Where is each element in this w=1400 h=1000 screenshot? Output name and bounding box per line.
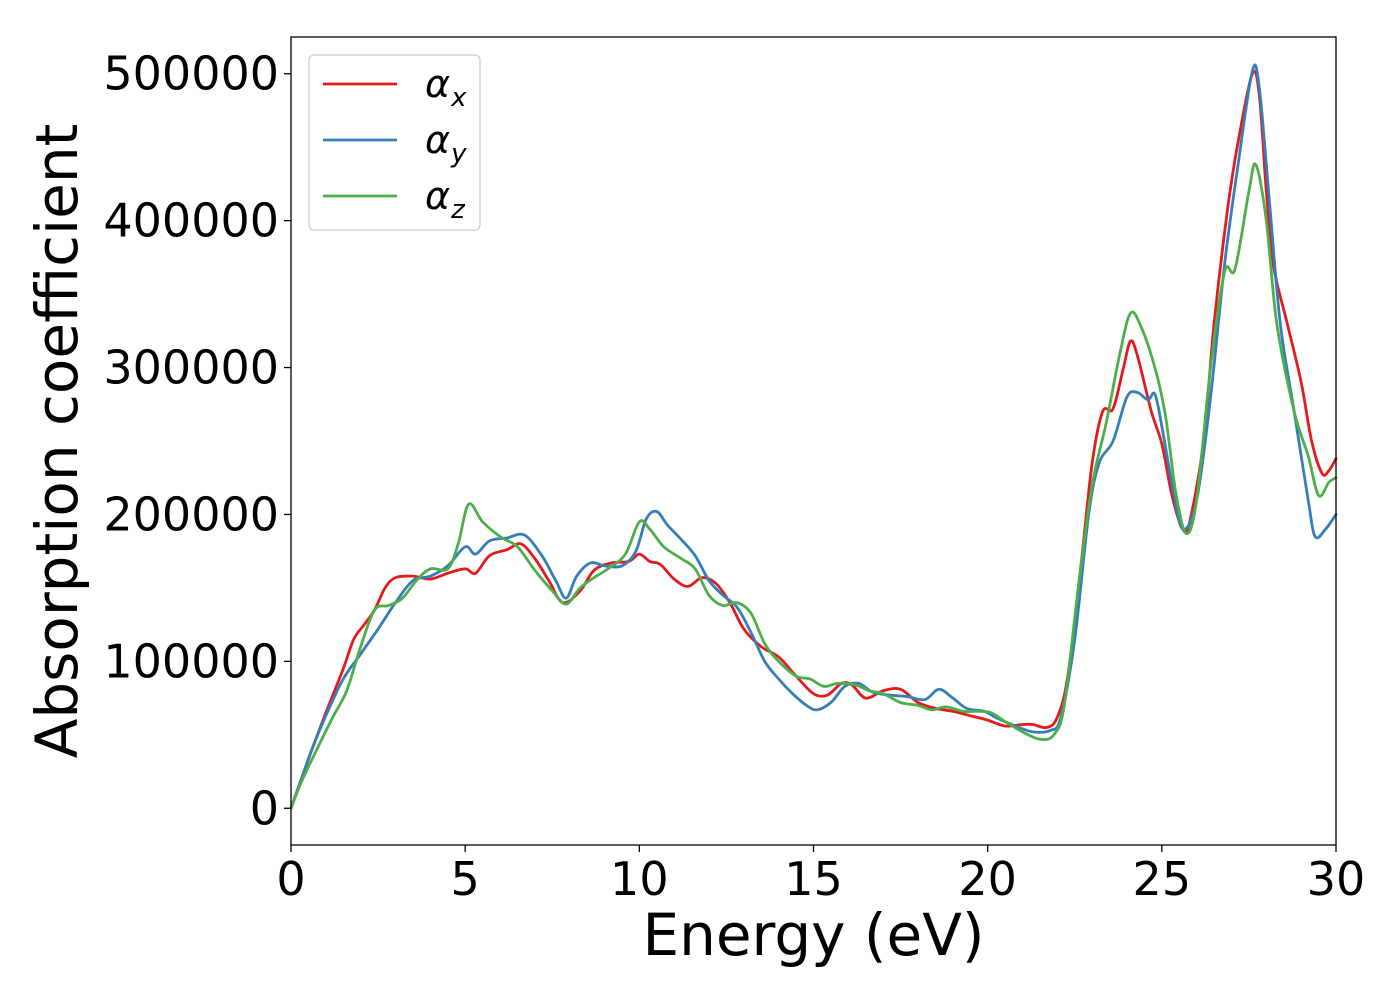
legend-label-sub: y (450, 139, 467, 169)
series-layer (289, 63, 1338, 810)
x-axis-label: Energy (eV) (642, 901, 984, 969)
x-tick-label: 30 (1307, 852, 1366, 906)
y-tick-label: 100000 (103, 634, 279, 688)
legend-label-y: αy (425, 118, 467, 169)
x-tick-label: 0 (276, 852, 305, 906)
x-tick-label: 5 (451, 852, 480, 906)
x-tick-label: 20 (958, 852, 1017, 906)
y-tick-label: 0 (250, 781, 279, 835)
legend-label-main: α (425, 174, 450, 218)
y-tick-label: 400000 (103, 194, 279, 248)
series-line-z (289, 162, 1338, 810)
legend-label-z: αz (425, 174, 466, 225)
legend-box (308, 54, 481, 231)
y-tick-label: 500000 (103, 47, 279, 101)
x-tick-label: 15 (784, 852, 843, 906)
legend-label-sub: z (450, 195, 466, 225)
y-axis-label: Absorption coefficient (23, 124, 91, 759)
legend-label-main: α (425, 118, 450, 162)
y-tick-label: 300000 (103, 341, 279, 395)
series-line-y (289, 63, 1338, 810)
legend-label-main: α (425, 62, 450, 106)
legend-label-x: αx (425, 62, 467, 113)
legend-label-sub: x (450, 83, 467, 113)
ticks-layer: 0 5 10 15 20 25 30 0 100000 200000 300000 400000 500… (103, 47, 1365, 906)
y-tick-label: 200000 (103, 487, 279, 541)
x-tick-label: 25 (1133, 852, 1192, 906)
x-tick-label: 10 (610, 852, 669, 906)
